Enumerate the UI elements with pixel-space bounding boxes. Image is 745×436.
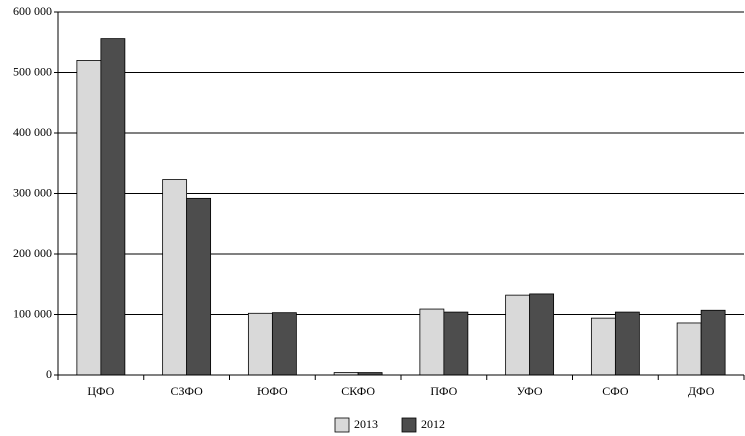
legend-label: 2013: [354, 417, 378, 431]
x-tick-label: СЗФО: [170, 384, 203, 398]
x-tick-label: УФО: [517, 384, 543, 398]
bar: [614, 311, 640, 376]
y-tick-label: 100 000: [13, 306, 52, 320]
y-tick-label: 300 000: [13, 185, 52, 199]
bar: [529, 293, 555, 376]
bar: [590, 317, 616, 376]
x-tick-label: СФО: [602, 384, 629, 398]
y-tick-label: 0: [46, 367, 52, 381]
x-tick-label: СКФО: [341, 384, 375, 398]
bar: [505, 294, 531, 376]
bar: [443, 311, 469, 376]
bar: [186, 197, 212, 376]
x-tick-label: ПФО: [430, 384, 457, 398]
bar: [419, 308, 445, 376]
bar: [162, 179, 188, 376]
y-tick-label: 400 000: [13, 125, 52, 139]
x-tick-label: ЮФО: [257, 384, 288, 398]
bar: [700, 309, 726, 376]
bar: [676, 322, 702, 376]
bar: [100, 38, 126, 376]
legend-swatch: [334, 417, 350, 433]
legend-label: 2012: [421, 417, 445, 431]
y-tick-label: 200 000: [13, 246, 52, 260]
legend-swatch: [401, 417, 417, 433]
y-tick-label: 600 000: [13, 4, 52, 18]
bar: [271, 312, 297, 376]
bar: [247, 312, 273, 376]
bar: [76, 60, 102, 376]
y-tick-label: 500 000: [13, 64, 52, 78]
x-tick-label: ДФО: [688, 384, 715, 398]
x-tick-label: ЦФО: [87, 384, 114, 398]
